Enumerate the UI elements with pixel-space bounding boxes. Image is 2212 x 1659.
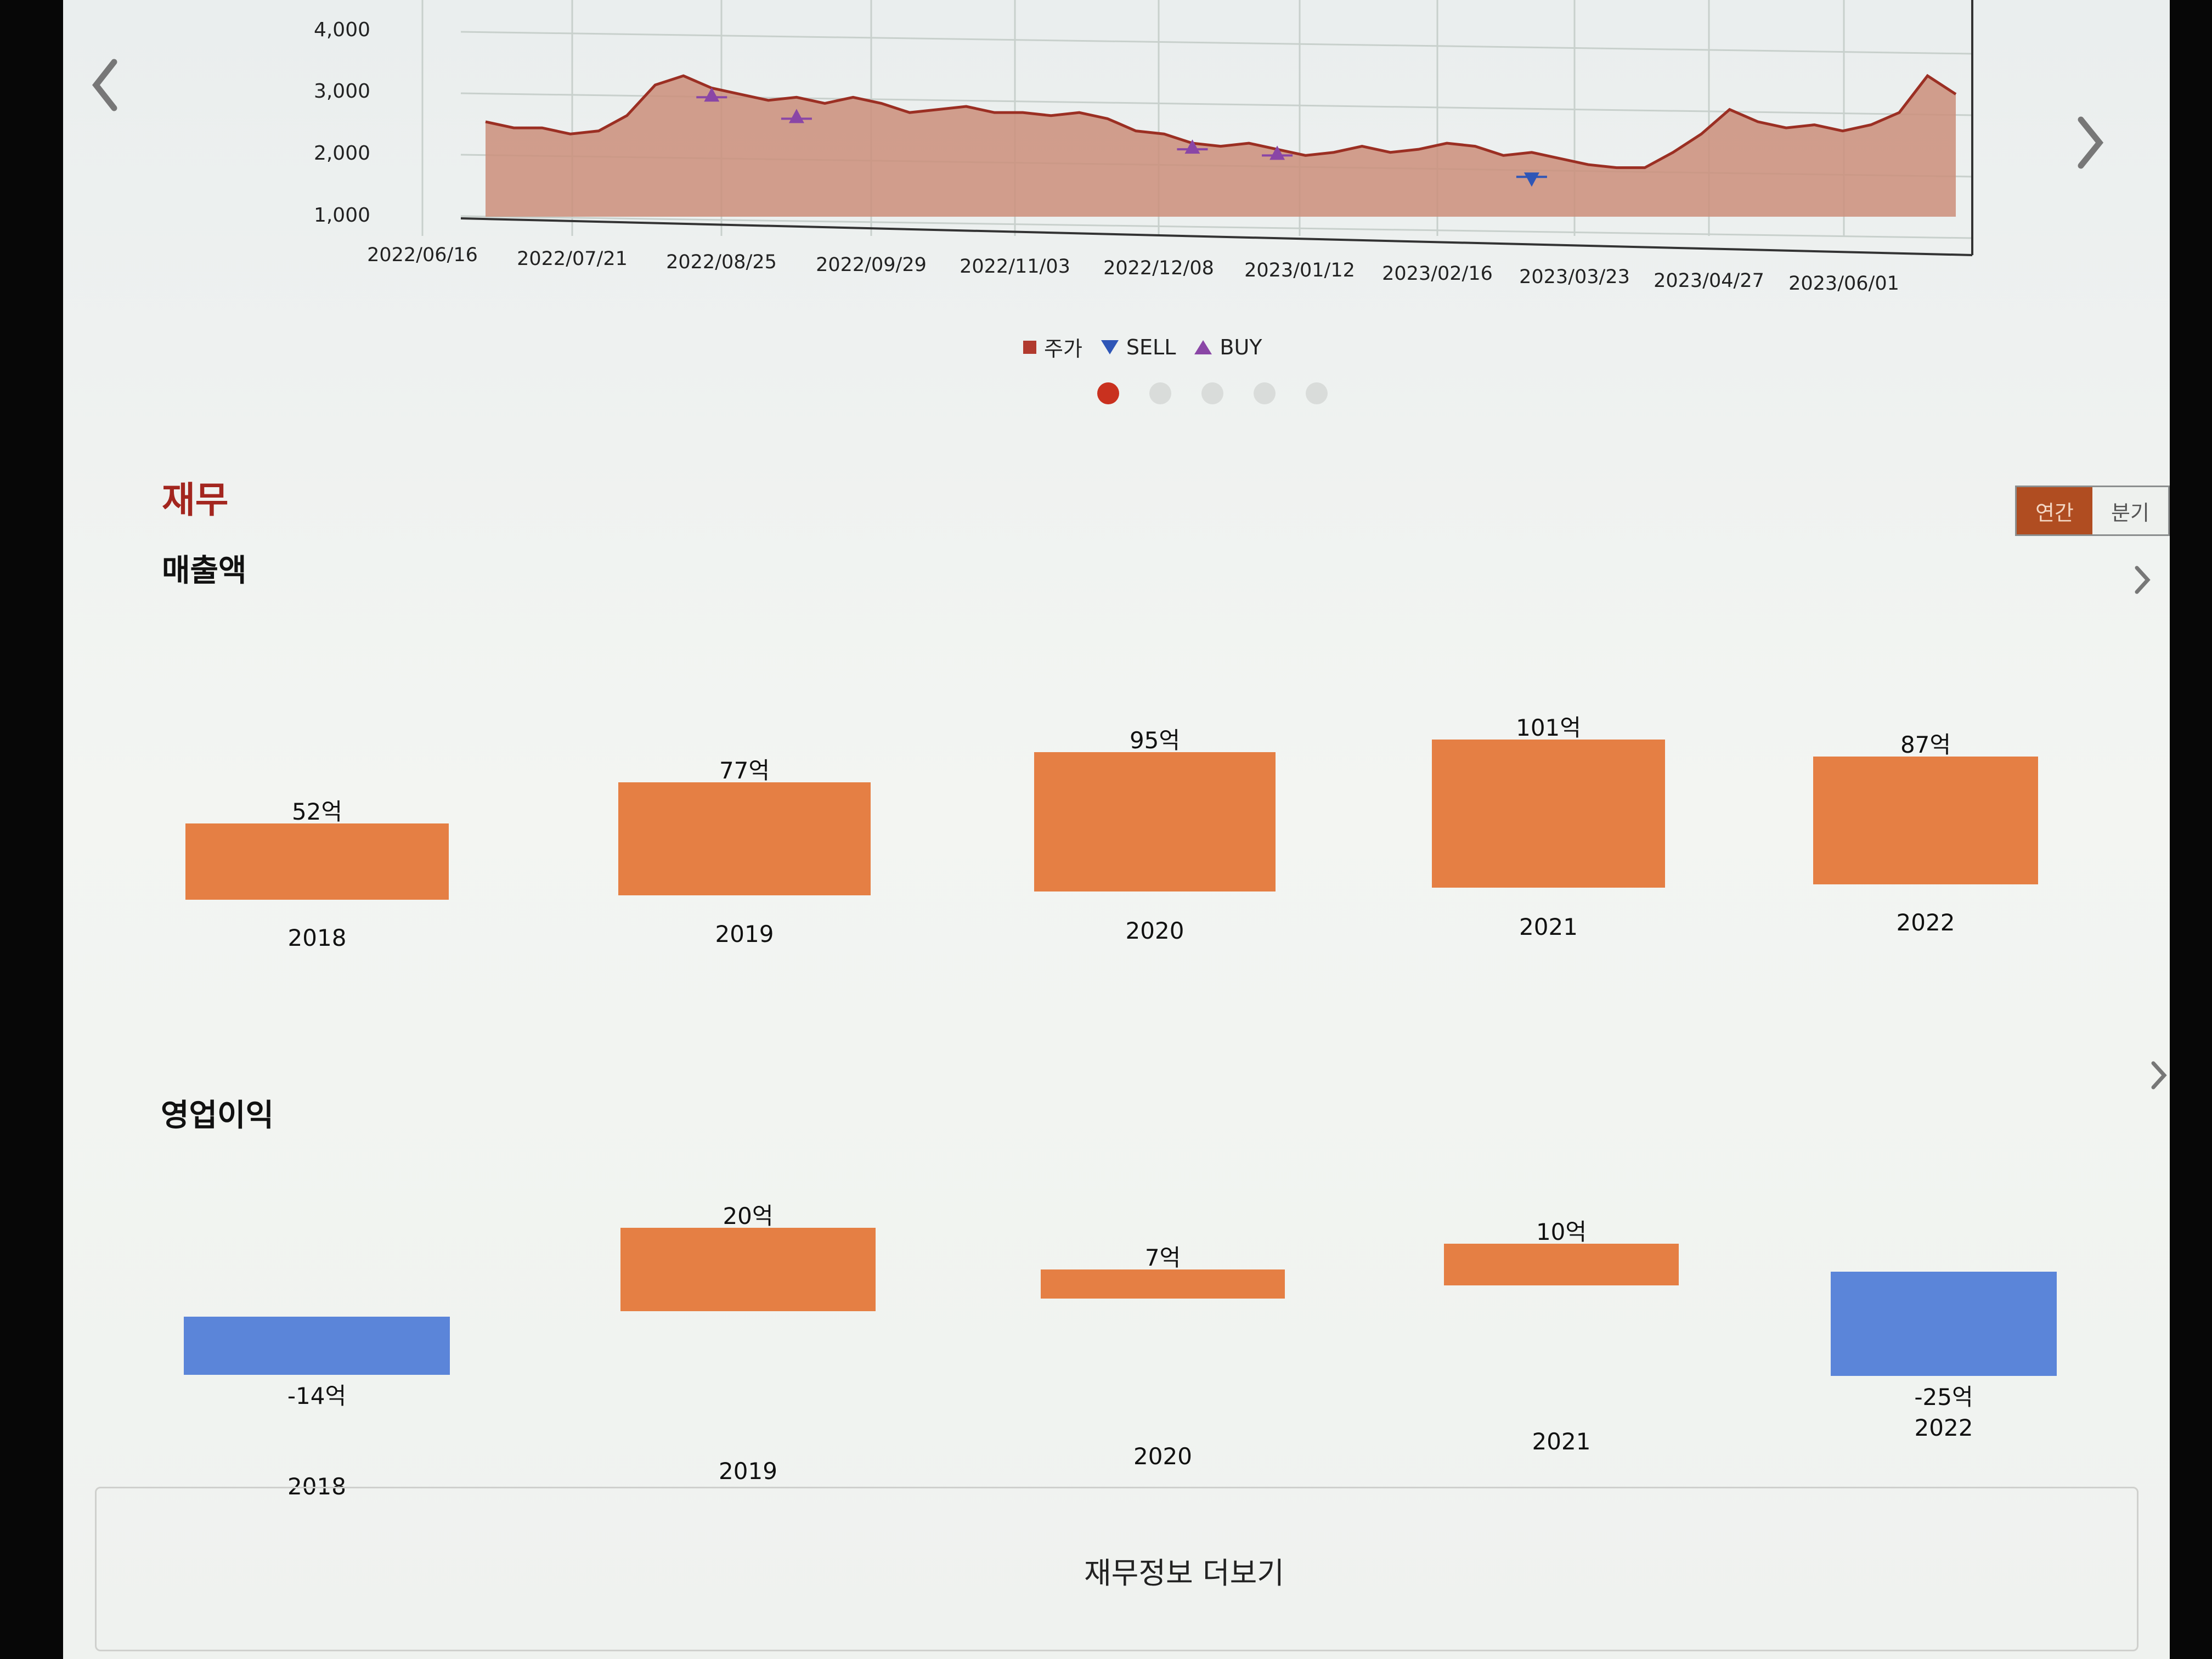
- financial-bar: [1041, 1269, 1285, 1299]
- more-financial-info-button[interactable]: 재무정보 더보기: [95, 1487, 2138, 1651]
- bar-year-label: 2018: [287, 1473, 346, 1500]
- x-tick-label: 2022/07/21: [517, 248, 628, 270]
- bar-value-label: 10억: [1536, 1218, 1587, 1245]
- page-dot-1[interactable]: [1097, 382, 1119, 404]
- x-axis-line: [460, 217, 1973, 256]
- page-dot-4[interactable]: [1254, 382, 1276, 404]
- y-tick-label: 2,000: [314, 142, 370, 165]
- buy-marker-icon: [1269, 145, 1285, 160]
- bar-value-label: 87억: [1900, 731, 1951, 759]
- x-tick-label: 2023/03/23: [1519, 266, 1630, 288]
- revenue-title: 매출액: [162, 553, 247, 589]
- bar-value-label: 95억: [1129, 727, 1181, 754]
- price-chart-legend: 주가 SELL BUY: [1023, 332, 1262, 362]
- financial-bar: [1444, 1244, 1679, 1285]
- buy-triangle-icon: [1194, 340, 1212, 354]
- financial-bar: [618, 782, 871, 895]
- financial-bar: [185, 823, 449, 900]
- chevron-right-icon: [2135, 566, 2151, 594]
- x-tick-label: 2022/12/08: [1103, 257, 1214, 279]
- financial-bar: [1813, 757, 2038, 884]
- buy-marker-icon: [704, 87, 720, 102]
- previous-page-arrow-icon[interactable]: [82, 55, 132, 115]
- page-dot-2[interactable]: [1149, 382, 1171, 404]
- financial-bar: [1432, 740, 1665, 888]
- x-tick-label: 2022/06/16: [367, 244, 478, 266]
- bar-year-label: 2020: [1125, 917, 1184, 944]
- legend-item-buy: BUY: [1194, 335, 1262, 359]
- financial-bar: [184, 1317, 450, 1375]
- bar-year-label: 2021: [1532, 1428, 1591, 1455]
- quarter-toggle-button[interactable]: 분기: [2111, 500, 2149, 525]
- buy-marker-icon: [788, 109, 804, 123]
- operating-profit-title: 영업이익: [161, 1098, 274, 1133]
- bar-year-label: 2018: [287, 924, 347, 951]
- bar-value-label: 20억: [723, 1203, 774, 1229]
- bar-value-label: 77억: [719, 757, 770, 785]
- sell-marker-icon: [1523, 172, 1539, 187]
- bar-year-label: 2022: [1896, 909, 1955, 936]
- bar-value-label: 52억: [291, 798, 343, 825]
- bar-value-label: -14억: [287, 1383, 347, 1410]
- bar-value-label: 7억: [1144, 1244, 1181, 1271]
- revenue-chevron-icon[interactable]: [2126, 561, 2159, 599]
- price-area: [485, 74, 1957, 217]
- more-financial-info-label: 재무정보 더보기: [1084, 1556, 1284, 1590]
- y-gridline: [460, 215, 1973, 239]
- chevron-left-icon: [92, 59, 117, 111]
- chevron-right-icon: [2078, 116, 2104, 169]
- x-tick-label: 2023/04/27: [1654, 270, 1764, 292]
- price-line: [485, 74, 1957, 170]
- app-screen: 4,000 3,000 2,000 1,000 2022/06/16 2022/…: [63, 0, 2170, 1659]
- bar-year-label: 2021: [1519, 913, 1578, 940]
- trade-markers: [696, 87, 1547, 187]
- finance-section-title: 재무: [162, 479, 229, 521]
- chart-page-indicator: [1097, 382, 1328, 404]
- x-tick-label: 2023/06/01: [1788, 273, 1899, 295]
- price-chart: 4,000 3,000 2,000 1,000 2022/06/16 2022/…: [314, 0, 1973, 295]
- legend-buy-label: BUY: [1220, 335, 1262, 359]
- price-legend-square-icon: [1023, 340, 1036, 354]
- bar-value-label: 101억: [1516, 714, 1581, 741]
- page-dot-3[interactable]: [1201, 382, 1223, 404]
- bar-year-label: 2022: [1914, 1414, 1973, 1441]
- chevron-right-icon: [2151, 1061, 2167, 1090]
- period-toggle: 연간 분기: [2015, 486, 2170, 536]
- x-tick-label: 2022/08/25: [666, 251, 777, 273]
- y-tick-label: 3,000: [314, 80, 370, 103]
- y-tick-label: 1,000: [314, 204, 370, 227]
- page-dot-5[interactable]: [1306, 382, 1328, 404]
- y-gridline: [460, 31, 1973, 55]
- legend-sell-label: SELL: [1126, 335, 1176, 359]
- buy-marker-icon: [1184, 139, 1200, 154]
- sell-triangle-icon: [1101, 340, 1119, 354]
- bar-value-label: -25억: [1914, 1384, 1973, 1410]
- bar-year-label: 2020: [1133, 1443, 1192, 1470]
- x-tick-label: 2023/02/16: [1382, 263, 1493, 285]
- bar-year-label: 2019: [715, 921, 774, 947]
- financial-bar: [1831, 1272, 2057, 1376]
- x-tick-label: 2022/11/03: [960, 256, 1070, 278]
- price-chart-axis: 4,000 3,000 2,000 1,000 2022/06/16 2022/…: [314, 19, 1899, 295]
- annual-toggle-button[interactable]: 연간: [2017, 487, 2092, 534]
- y-tick-label: 4,000: [314, 19, 370, 41]
- legend-item-price: 주가: [1023, 332, 1082, 362]
- bar-year-label: 2019: [719, 1458, 777, 1485]
- legend-item-sell: SELL: [1101, 335, 1176, 359]
- legend-price-label: 주가: [1044, 337, 1082, 361]
- financial-bar: [620, 1228, 876, 1311]
- price-area-fill: [486, 76, 1956, 217]
- x-tick-label: 2022/09/29: [816, 254, 927, 276]
- next-page-arrow-icon[interactable]: [2066, 112, 2115, 173]
- x-tick-label: 2023/01/12: [1244, 259, 1355, 281]
- operating-profit-chevron-icon[interactable]: [2142, 1056, 2170, 1094]
- financial-bar: [1034, 752, 1276, 891]
